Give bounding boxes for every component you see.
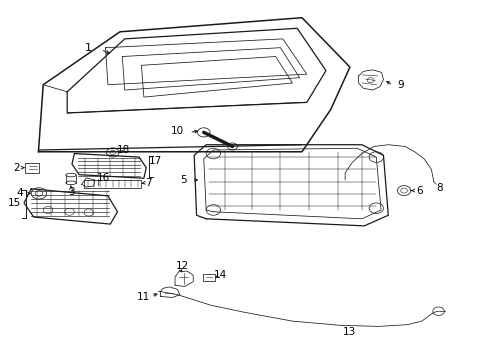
Text: 7: 7 bbox=[145, 178, 152, 188]
Bar bbox=[84, 180, 141, 188]
Bar bbox=[203, 274, 215, 280]
Bar bbox=[25, 163, 40, 172]
Text: 13: 13 bbox=[343, 327, 356, 337]
Text: 2: 2 bbox=[14, 163, 20, 173]
Text: 15: 15 bbox=[8, 198, 21, 208]
Text: 8: 8 bbox=[436, 183, 443, 193]
Text: 9: 9 bbox=[396, 80, 403, 90]
Text: 16: 16 bbox=[96, 173, 109, 183]
Text: 4: 4 bbox=[16, 188, 22, 198]
Text: 12: 12 bbox=[175, 261, 188, 271]
Text: 14: 14 bbox=[213, 270, 227, 280]
Text: 11: 11 bbox=[137, 292, 150, 302]
Text: 3: 3 bbox=[67, 186, 74, 197]
Text: 17: 17 bbox=[149, 156, 162, 166]
Text: 6: 6 bbox=[415, 186, 422, 195]
Text: 1: 1 bbox=[85, 43, 92, 53]
Text: 5: 5 bbox=[180, 175, 186, 185]
Text: 10: 10 bbox=[170, 126, 183, 136]
Text: 18: 18 bbox=[117, 145, 130, 155]
